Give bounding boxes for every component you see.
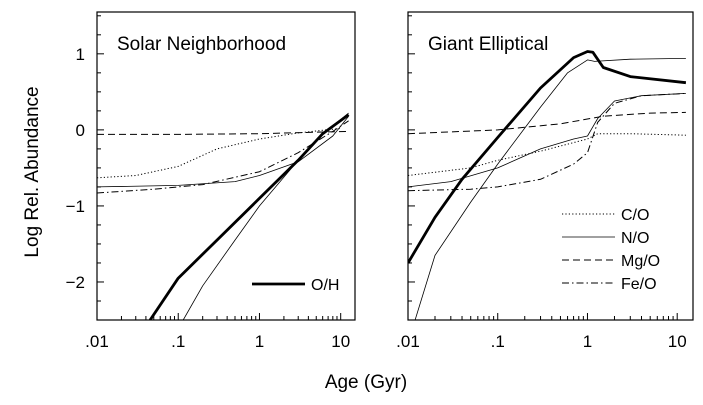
y-tick-label: −2 bbox=[66, 273, 85, 292]
legend-label: Mg/O bbox=[621, 253, 660, 270]
x-tick-label: 1 bbox=[255, 332, 264, 351]
x-tick-label: .1 bbox=[491, 332, 505, 351]
plot-frame bbox=[96, 11, 356, 321]
y-tick-label: −1 bbox=[66, 197, 85, 216]
panel-giant-elliptical: .01 .1 1 10 Giant Elliptical C/O N/O Mg/O Fe/O bbox=[396, 11, 694, 351]
series-line-thin bbox=[182, 112, 349, 320]
panel-title: Giant Elliptical bbox=[428, 34, 548, 55]
plot-frame bbox=[407, 11, 694, 321]
series-line-dotted bbox=[408, 133, 686, 176]
series-line-dashed bbox=[97, 130, 349, 135]
legend-label: C/O bbox=[621, 207, 649, 224]
x-tick-label: .1 bbox=[171, 332, 185, 351]
series-group bbox=[408, 50, 687, 320]
legend-label: Fe/O bbox=[621, 276, 657, 293]
series-line-thin bbox=[414, 58, 686, 320]
x-tick-label: .01 bbox=[85, 332, 109, 351]
x-tick-label: 1 bbox=[583, 332, 592, 351]
y-axis-label: Log Rel. Abundance bbox=[22, 86, 43, 257]
series-line-solid-thin bbox=[408, 93, 686, 188]
series-line-dashdot bbox=[97, 120, 349, 194]
x-tick-label: 10 bbox=[668, 332, 687, 351]
x-axis-label: Age (Gyr) bbox=[325, 372, 407, 393]
legend-label: O/H bbox=[311, 277, 339, 294]
series-line-solid-thin bbox=[97, 115, 349, 188]
series-group bbox=[97, 112, 350, 320]
legend-label: N/O bbox=[621, 230, 649, 247]
series-line-dashed bbox=[408, 111, 686, 135]
x-tick-label: .01 bbox=[396, 332, 420, 351]
y-tick-label: 1 bbox=[76, 45, 85, 64]
panel-title: Solar Neighborhood bbox=[117, 34, 286, 55]
x-tick-label: 10 bbox=[331, 332, 350, 351]
y-tick-label: 0 bbox=[76, 121, 85, 140]
series-line-dashdot bbox=[408, 92, 686, 192]
series-line-thick bbox=[408, 50, 687, 264]
